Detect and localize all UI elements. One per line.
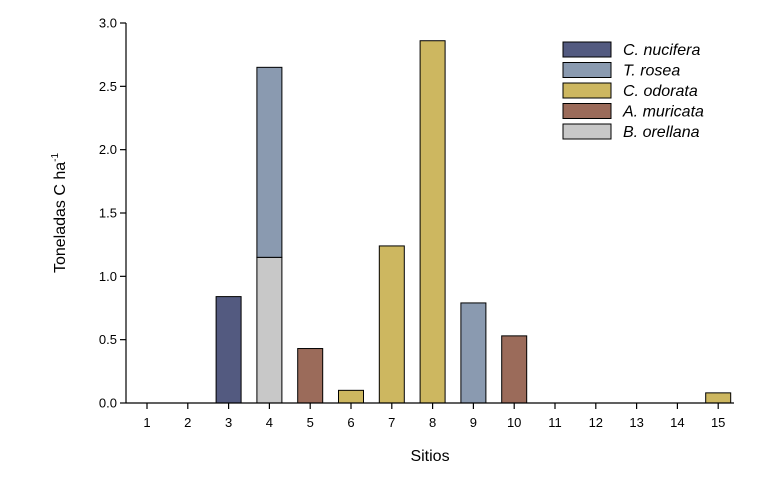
x-tick-label: 5 [307, 415, 314, 430]
bar-a-muricata-sitio-5 [297, 348, 324, 404]
x-ticks: 1 2 3 4 5 6 7 8 9 10 11 12 13 14 15 [143, 403, 725, 430]
legend-label-a-muricata: A. muricata [622, 104, 704, 121]
legend-label-b-orellana: B. orellana [623, 124, 700, 141]
x-tick-label: 14 [670, 415, 684, 430]
y-tick-label: 0.5 [99, 332, 117, 347]
x-tick-label: 9 [470, 415, 477, 430]
y-tick-label: 2.5 [99, 79, 117, 94]
bar-b-orellana-sitio-4 [256, 256, 283, 404]
y-axis-title: Toneladas C ha-1 [50, 153, 69, 274]
bar-c-odorata-sitio-15 [705, 392, 732, 404]
legend-swatch-t-rosea [562, 62, 612, 78]
legend-label-t-rosea: T. rosea [623, 63, 680, 80]
y-tick-label: 1.0 [99, 269, 117, 284]
x-tick-label: 10 [507, 415, 521, 430]
axes-layer: 0.00.51.01.52.02.53.0 1 2 3 4 5 6 7 8 9 10 11 12 13 1… [99, 16, 734, 430]
legend-swatch-c-nucifera [562, 41, 612, 58]
legend-label-c-odorata: C. odorata [623, 83, 698, 100]
bar-c-nucifera-sitio-3 [215, 296, 242, 404]
x-tick-label: 1 [143, 415, 150, 430]
x-tick-label: 13 [629, 415, 643, 430]
y-axis-title-main: Toneladas C ha [52, 162, 69, 273]
y-ticks: 0.0 0.5 1.0 1.5 2.0 2.5 3.0 [99, 16, 126, 411]
x-tick-label: 12 [589, 415, 603, 430]
x-tick-label: 6 [347, 415, 354, 430]
x-tick-label: 4 [266, 415, 273, 430]
x-tick-label: 11 [548, 415, 562, 430]
legend-swatch-c-odorata [562, 82, 612, 99]
bar-c-odorata-sitio-7 [378, 245, 405, 404]
y-tick-label: 2.0 [99, 142, 117, 157]
x-tick-label: 8 [429, 415, 436, 430]
bar-c-odorata-sitio-8 [419, 40, 446, 404]
bar-t-rosea-sitio-9 [460, 302, 487, 404]
y-axis-title-superscript: -1 [50, 153, 61, 162]
x-tick-label: 15 [711, 415, 725, 430]
x-tick-label: 2 [184, 415, 191, 430]
y-tick-label: 0.0 [99, 396, 117, 411]
bars-layer [215, 40, 732, 404]
x-axis-title: Sitios [410, 448, 449, 465]
bar-c-odorata-sitio-6 [338, 389, 364, 404]
legend-label-c-nucifera: C. nucifera [623, 42, 700, 59]
x-tick-label: 7 [388, 415, 395, 430]
y-tick-label: 1.5 [99, 206, 117, 221]
legend-swatch-a-muricata [562, 103, 612, 119]
bar-a-muricata-sitio-10 [501, 335, 528, 404]
legend: C. nucifera T. rosea C. odorata A. muricata… [562, 41, 704, 141]
bar-t-rosea-sitio-4 [256, 66, 283, 258]
x-tick-label: 3 [225, 415, 232, 430]
legend-swatch-b-orellana [562, 123, 612, 140]
y-tick-label: 3.0 [99, 16, 117, 31]
